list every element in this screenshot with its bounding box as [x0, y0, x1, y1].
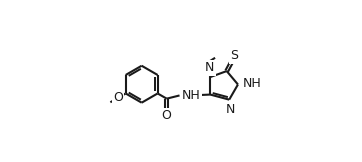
Text: O: O: [113, 91, 123, 104]
Text: N: N: [225, 103, 235, 116]
Text: S: S: [230, 49, 238, 62]
Text: NH: NH: [182, 89, 201, 102]
Text: NH: NH: [243, 77, 261, 90]
Text: N: N: [205, 61, 214, 74]
Text: O: O: [162, 109, 172, 122]
